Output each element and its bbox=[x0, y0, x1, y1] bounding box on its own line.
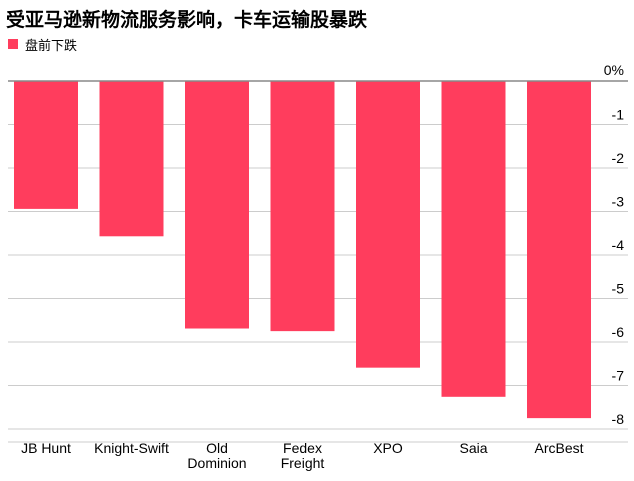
x-tick-label: ArcBest bbox=[534, 440, 583, 456]
x-tick-label: Dominion bbox=[187, 455, 246, 471]
y-tick-label: -3 bbox=[612, 194, 625, 210]
y-tick-label: -7 bbox=[612, 368, 625, 384]
bar bbox=[441, 81, 506, 397]
x-tick-label: Saia bbox=[459, 440, 487, 456]
x-tick-label: Old bbox=[206, 440, 228, 456]
y-tick-label: 0% bbox=[604, 62, 624, 78]
bar bbox=[14, 81, 78, 209]
y-tick-label: -8 bbox=[612, 411, 625, 427]
y-tick-label: -4 bbox=[612, 237, 625, 253]
legend-swatch bbox=[8, 39, 18, 49]
bar bbox=[527, 81, 591, 419]
x-tick-label: Fedex bbox=[283, 440, 322, 456]
x-tick-label: XPO bbox=[373, 440, 403, 456]
y-tick-label: -6 bbox=[612, 324, 625, 340]
y-tick-label: -1 bbox=[612, 107, 625, 123]
bar bbox=[356, 81, 420, 368]
y-tick-label: -2 bbox=[612, 150, 625, 166]
x-tick-label: Freight bbox=[281, 455, 325, 471]
bar bbox=[99, 81, 164, 237]
y-axis-ticks: 0% -1 -2 -3 -4 -5 -6 -7 -8 bbox=[604, 62, 624, 427]
legend: 盘前下跌 bbox=[8, 36, 78, 54]
chart-title: 受亚马逊新物流服务影响，卡车运输股暴跌 bbox=[6, 9, 368, 31]
bar bbox=[270, 81, 335, 332]
x-tick-label: Knight-Swift bbox=[94, 440, 169, 456]
bar bbox=[185, 81, 249, 329]
y-tick-label: -5 bbox=[612, 281, 625, 297]
bars bbox=[14, 81, 591, 419]
x-tick-label: JB Hunt bbox=[21, 440, 71, 456]
legend-label: 盘前下跌 bbox=[25, 38, 78, 54]
